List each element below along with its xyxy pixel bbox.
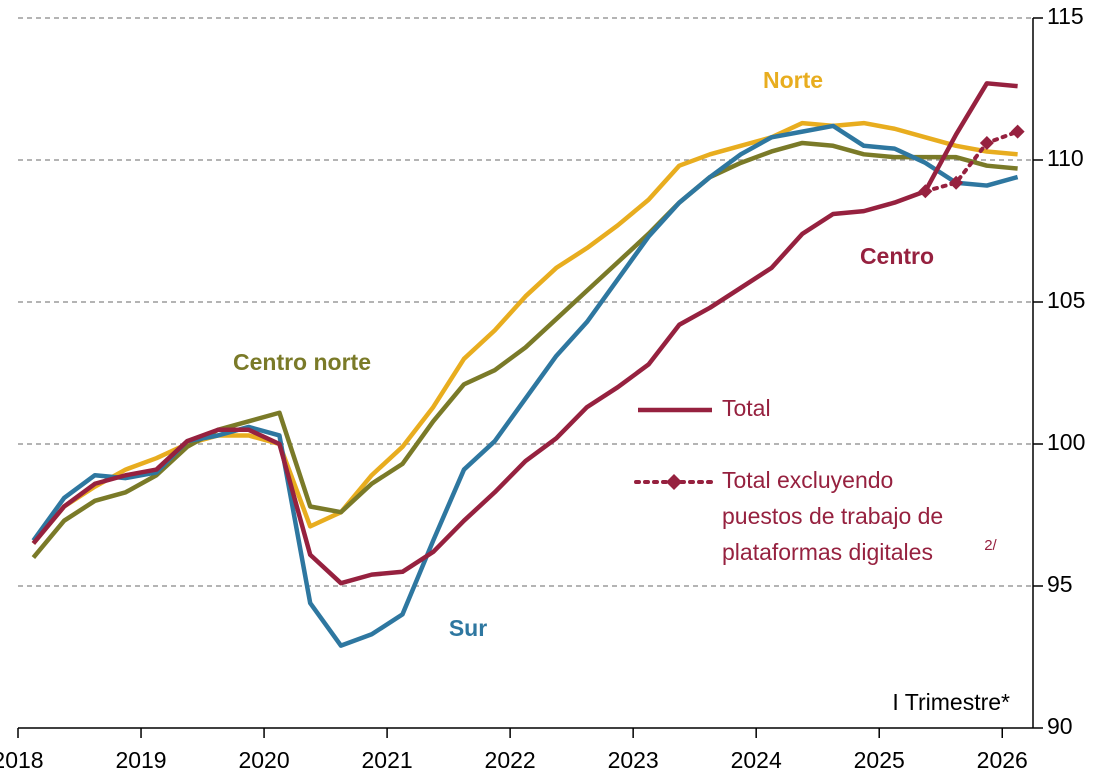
legend-diamond [666, 474, 682, 490]
y-tick-label: 95 [1047, 571, 1073, 597]
y-tick-label: 100 [1047, 429, 1085, 455]
series-line [31, 81, 1018, 586]
legend-note: 2/ [984, 537, 997, 554]
y-tick-label: 110 [1047, 145, 1084, 171]
series-label: Norte [763, 67, 823, 93]
legend-label: Total [722, 395, 771, 421]
x-tick-label: 2020 [238, 747, 289, 773]
series-line [923, 129, 1020, 194]
x-tick-label: 2023 [608, 747, 659, 773]
diamond-marker [979, 135, 994, 150]
diamond-marker [918, 184, 933, 199]
x-tick-label: 2025 [854, 747, 905, 773]
x-tick-label: 2021 [362, 747, 413, 773]
series-line [31, 140, 1018, 560]
y-tick-label: 90 [1047, 713, 1073, 739]
x-tick-label: 2022 [485, 747, 536, 773]
x-tick-label: 2019 [115, 747, 166, 773]
series-label: Sur [449, 615, 487, 641]
annotation: I Trimestre* [892, 689, 1010, 715]
y-tick-label: 105 [1047, 287, 1085, 313]
legend-label: Total excluyendo puestos de trabajo de pla… [722, 467, 943, 565]
diamond-marker [949, 175, 964, 190]
series-label: Centro [860, 243, 934, 269]
series-line [31, 123, 1019, 648]
x-tick-label: 2026 [977, 747, 1028, 773]
x-tick-label: 2024 [731, 747, 782, 773]
x-tick-label: 2018 [0, 747, 44, 773]
series-label: Centro norte [233, 349, 371, 375]
y-tick-label: 115 [1047, 3, 1084, 29]
diamond-marker [1010, 124, 1025, 139]
